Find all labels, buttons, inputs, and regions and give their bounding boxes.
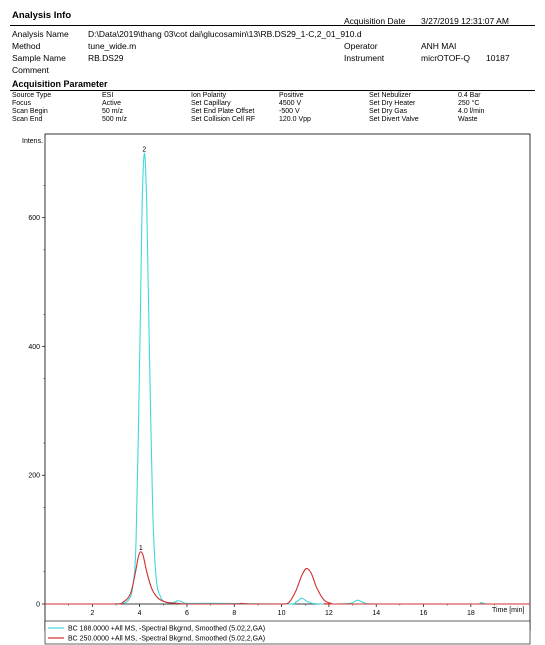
- param-label: Set Nebulizer: [369, 92, 412, 99]
- operator-label: Operator: [344, 41, 378, 51]
- y-tick-label: 600: [28, 215, 40, 222]
- chart-marks: 2 4 6 8 10 12 14 16 18 0 200 400 600 2 1 BC 188.0000 +A…: [28, 146, 531, 645]
- method-label: Method: [12, 41, 41, 51]
- param-label: Set Collision Cell RF: [191, 116, 256, 123]
- x-tick-label: 2: [90, 610, 94, 617]
- param-value: Active: [102, 100, 122, 107]
- y-axis-label: Intens.: [22, 138, 43, 145]
- param-label: Source Type: [12, 92, 52, 99]
- acquisition-parameter-title: Acquisition Parameter: [12, 79, 108, 89]
- sample-name-value: RB.DS29: [88, 53, 124, 63]
- analysis-name-value: D:\Data\2019\thang 03\cot dai\glucosamin…: [88, 29, 362, 39]
- param-label: Set End Plate Offset: [191, 108, 255, 115]
- param-label: Scan Begin: [12, 108, 48, 115]
- chromatogram-chart: Intens. Time [min] 2 4 6 8 10 12 14 16 180200400…: [22, 133, 531, 645]
- acquisition-date-label: Acquisition Date: [344, 16, 406, 26]
- instrument-label: Instrument: [344, 53, 385, 63]
- legend-label: BC 250.0000 +All MS, -Spectral Bkgrnd, S…: [68, 636, 265, 643]
- instrument-value: micrOTOF-Q: [421, 53, 470, 63]
- param-label: Scan End: [12, 116, 43, 123]
- x-tick-label: 6: [185, 610, 189, 617]
- param-label: Set Dry Heater: [369, 100, 416, 107]
- sample-name-label: Sample Name: [12, 53, 66, 63]
- x-tick-label: 16: [420, 610, 428, 617]
- param-label: Ion Polarity: [191, 92, 227, 99]
- acquisition-date-value: 3/27/2019 12:31:07 AM: [421, 16, 509, 26]
- param-value: Positive: [279, 92, 304, 99]
- instrument-id-value: 10187: [486, 53, 510, 63]
- param-label: Focus: [12, 100, 32, 107]
- acquisition-parameter-rule: [10, 90, 535, 91]
- method-value: tune_wide.m: [88, 41, 137, 51]
- param-value: 0.4 Bar: [458, 92, 481, 99]
- param-value: -500 V: [279, 108, 300, 115]
- param-value: Waste: [458, 116, 478, 123]
- x-tick-label: 12: [325, 610, 333, 617]
- legend-box: [44, 620, 531, 645]
- y-tick-label: 0: [36, 602, 40, 609]
- x-tick-label: 8: [232, 610, 236, 617]
- y-tick-label: 200: [28, 473, 40, 480]
- legend-label: BC 188.0000 +All MS, -Spectral Bkgrnd, S…: [68, 626, 265, 633]
- series-line-bc188: [44, 152, 530, 605]
- param-value: 4.0 l/min: [458, 108, 485, 115]
- param-value: 120.0 Vpp: [279, 116, 311, 123]
- param-label: Set Divert Valve: [369, 116, 419, 123]
- analysis-info-rule: [10, 25, 535, 26]
- x-tick-label: 18: [467, 610, 475, 617]
- x-axis-label: Time [min]: [492, 607, 524, 614]
- operator-value: ANH MAI: [421, 41, 457, 51]
- param-value: ESI: [102, 92, 114, 99]
- param-value: 50 m/z: [102, 108, 124, 115]
- param-value: 250 °C: [458, 100, 480, 107]
- y-tick-label: 400: [28, 344, 40, 351]
- param-label: Set Capillary: [191, 100, 231, 107]
- param-value: 4500 V: [279, 100, 302, 107]
- x-tick-label: 10: [278, 610, 286, 617]
- param-label: Set Dry Gas: [369, 108, 408, 115]
- x-tick-label: 14: [372, 610, 380, 617]
- analysis-info-title: Analysis Info: [12, 10, 72, 21]
- peak-label: 1: [139, 545, 143, 552]
- comment-label: Comment: [12, 65, 49, 75]
- peak-label: 2: [142, 146, 146, 153]
- plot-frame: [44, 133, 531, 631]
- analysis-name-label: Analysis Name: [12, 29, 69, 39]
- x-tick-label: 4: [138, 610, 142, 617]
- series-line-bc250: [44, 551, 530, 605]
- param-value: 500 m/z: [102, 116, 127, 123]
